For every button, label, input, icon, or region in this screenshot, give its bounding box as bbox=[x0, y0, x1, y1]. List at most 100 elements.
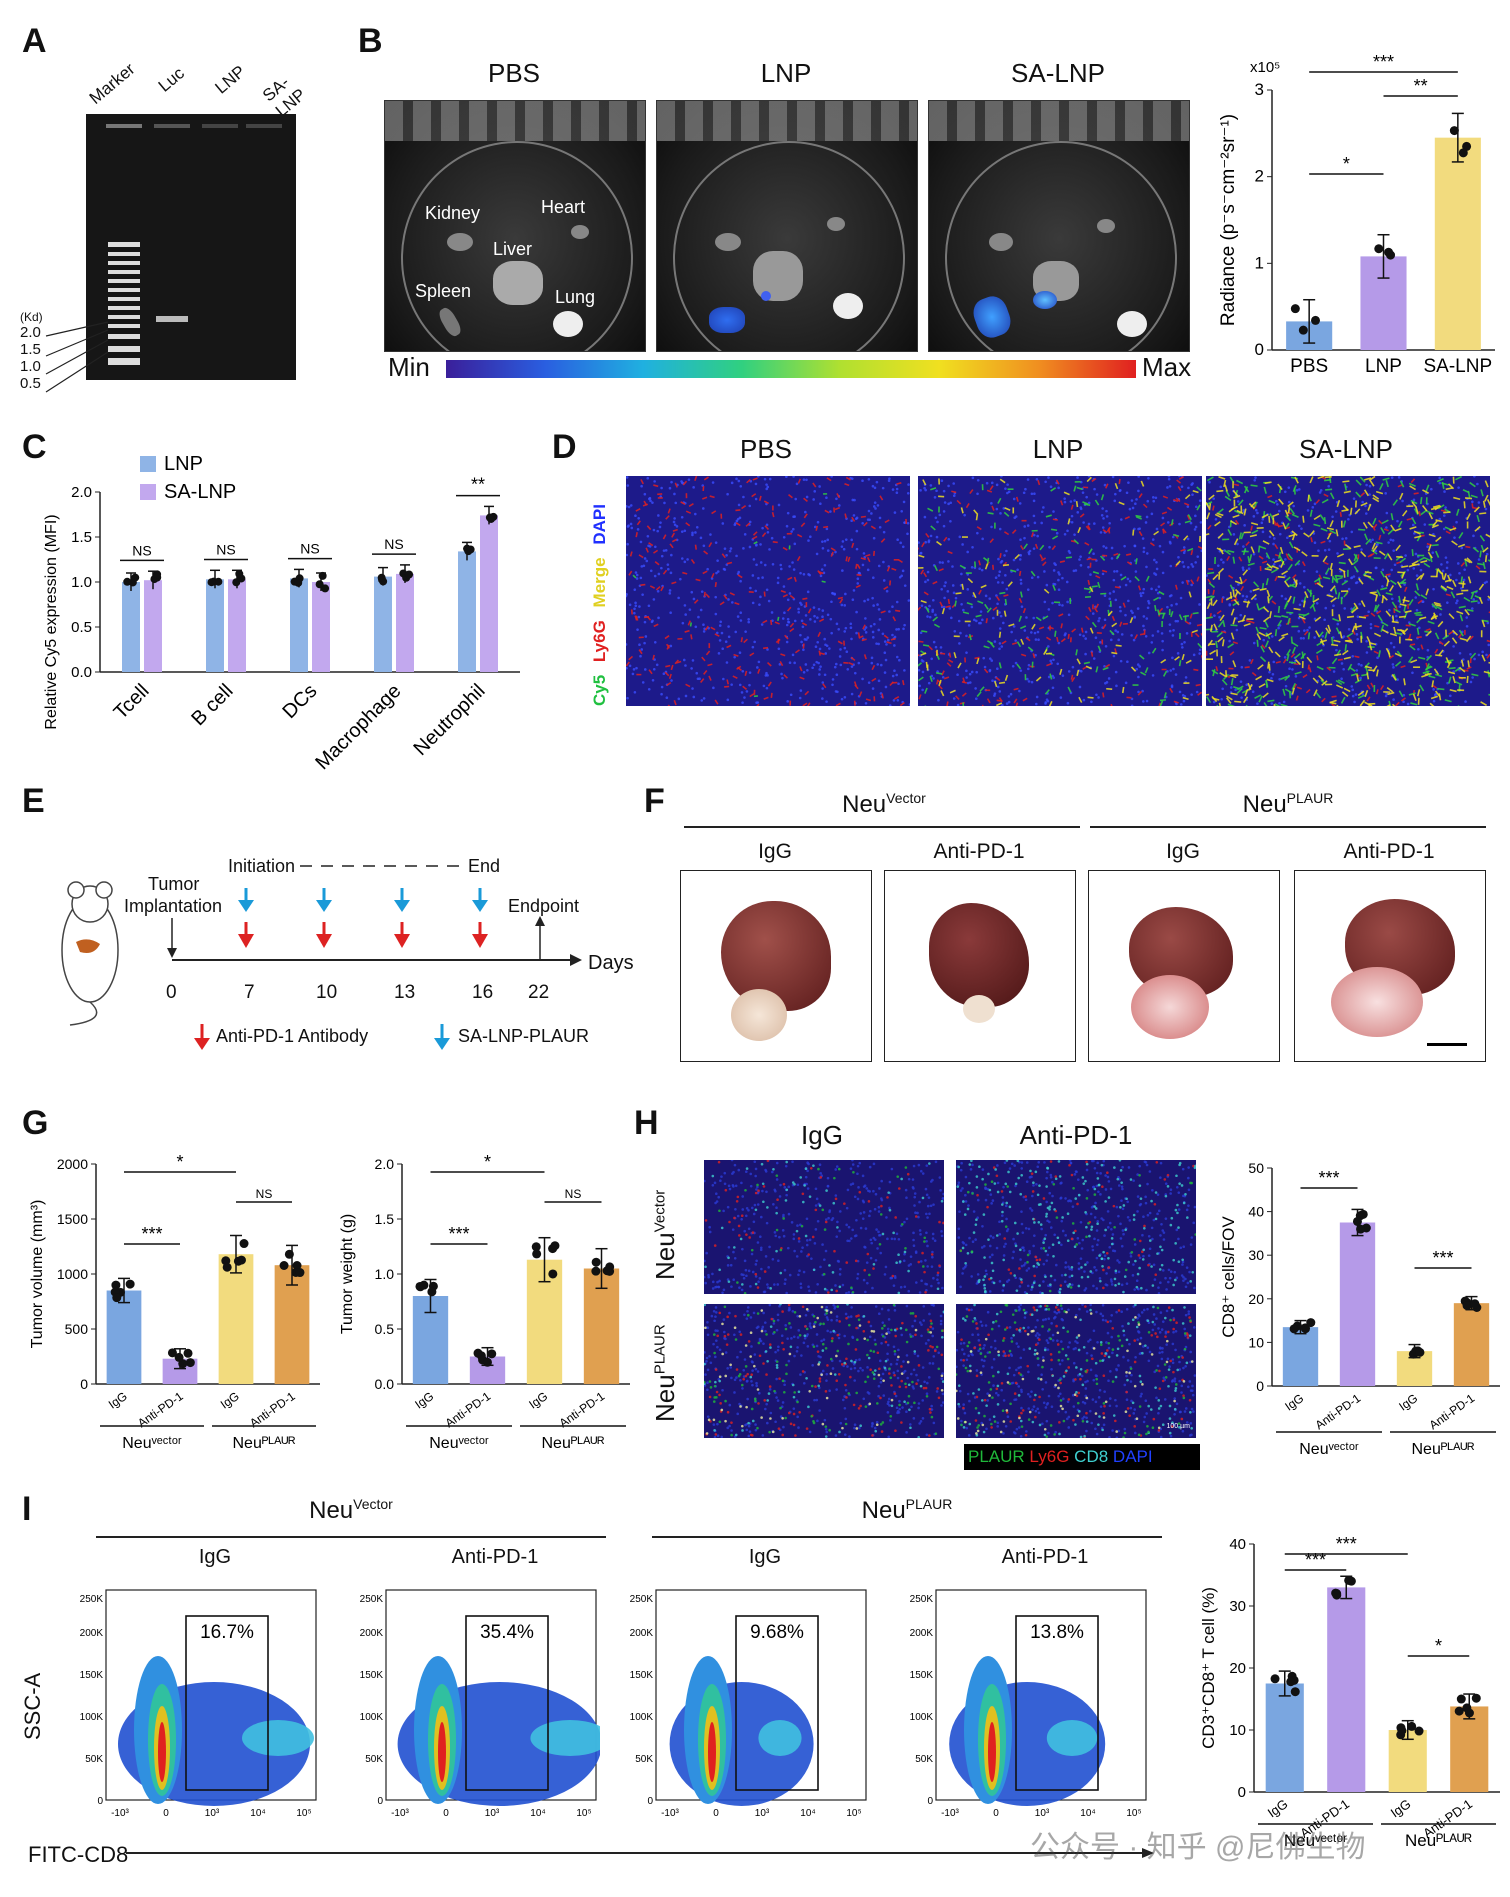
fluor-signal bbox=[920, 569, 925, 575]
fluor-signal bbox=[1150, 1199, 1153, 1203]
fluor-signal bbox=[1092, 657, 1096, 660]
d-channel-ly6g: Ly6G bbox=[590, 620, 609, 663]
fluor-signal bbox=[711, 1280, 715, 1284]
fluor-signal bbox=[1187, 1166, 1190, 1169]
fluor-signal bbox=[928, 604, 931, 608]
fluor-signal bbox=[818, 485, 821, 488]
fluor-signal bbox=[731, 1172, 734, 1175]
fluor-signal bbox=[1074, 1197, 1078, 1200]
fluor-signal bbox=[882, 530, 886, 534]
f-group1-title: NeuVector bbox=[842, 790, 926, 818]
fluor-signal bbox=[751, 601, 755, 605]
fluor-signal bbox=[736, 1281, 739, 1284]
fluor-signal bbox=[1337, 592, 1341, 600]
fluor-signal bbox=[1353, 602, 1359, 610]
fluor-signal bbox=[978, 560, 981, 566]
fluor-signal bbox=[1099, 1172, 1102, 1175]
fluor-signal bbox=[786, 606, 792, 612]
fluor-signal bbox=[894, 1276, 897, 1280]
fluor-signal bbox=[1471, 500, 1474, 504]
fluor-signal bbox=[802, 670, 806, 674]
fluor-signal bbox=[1370, 549, 1378, 555]
fluor-signal bbox=[876, 1247, 879, 1250]
fluor-signal bbox=[1060, 638, 1066, 643]
fluor-signal bbox=[658, 525, 662, 529]
fluor-signal bbox=[977, 621, 981, 625]
fluor-signal bbox=[797, 1273, 800, 1277]
fluor-signal bbox=[1177, 1226, 1180, 1229]
fluor-signal bbox=[723, 1330, 726, 1334]
fluor-signal bbox=[1166, 1185, 1170, 1188]
fluor-signal bbox=[754, 1428, 758, 1432]
fluor-signal bbox=[1359, 476, 1366, 483]
fluor-signal bbox=[855, 1218, 858, 1222]
fluor-signal bbox=[766, 485, 770, 489]
fluor-signal bbox=[1271, 565, 1279, 570]
fluor-signal bbox=[924, 488, 927, 492]
fluor-signal bbox=[654, 545, 657, 549]
fluor-signal bbox=[715, 571, 718, 575]
fluor-signal bbox=[966, 601, 973, 606]
fluor-signal bbox=[964, 1243, 968, 1247]
fluor-signal bbox=[948, 659, 954, 663]
fluor-signal bbox=[928, 1212, 931, 1216]
fluor-signal bbox=[1097, 645, 1102, 652]
e-implantation: Implantation bbox=[124, 896, 223, 916]
fluor-signal bbox=[1452, 676, 1456, 684]
fluor-signal bbox=[1455, 476, 1463, 481]
fluor-signal bbox=[852, 514, 856, 517]
fluor-signal bbox=[863, 1245, 866, 1249]
fluor-signal bbox=[1138, 665, 1141, 668]
fluor-signal bbox=[823, 563, 827, 567]
fluor-signal bbox=[1268, 535, 1272, 539]
fluor-signal bbox=[1032, 547, 1036, 550]
fluor-signal bbox=[1061, 1229, 1065, 1233]
fluor-signal bbox=[901, 569, 905, 573]
fluor-signal bbox=[912, 1187, 915, 1190]
fluor-signal bbox=[672, 528, 678, 532]
fluor-signal bbox=[980, 584, 987, 589]
fluor-signal bbox=[807, 573, 810, 576]
fluor-signal bbox=[964, 1193, 967, 1197]
fluor-signal bbox=[861, 1368, 864, 1372]
fluor-signal bbox=[1459, 637, 1467, 641]
fluor-signal bbox=[942, 489, 946, 493]
fluor-signal bbox=[1057, 571, 1060, 574]
fluor-signal bbox=[1355, 633, 1359, 636]
fluor-signal bbox=[707, 1275, 710, 1279]
fluor-signal bbox=[1315, 649, 1323, 655]
fluor-signal bbox=[741, 1283, 744, 1286]
fluor-signal bbox=[1271, 600, 1277, 605]
fluor-signal bbox=[916, 1211, 919, 1215]
fluor-signal bbox=[1072, 1231, 1075, 1235]
data-point bbox=[482, 1357, 492, 1367]
fluor-signal bbox=[1242, 578, 1248, 584]
fluor-signal bbox=[1114, 492, 1117, 496]
fluor-signal bbox=[889, 1276, 892, 1280]
fluor-signal bbox=[1105, 515, 1109, 518]
fluor-signal bbox=[926, 578, 930, 582]
fluor-signal bbox=[1102, 1250, 1105, 1254]
fluor-signal bbox=[1218, 476, 1226, 480]
fluor-signal bbox=[930, 1253, 934, 1256]
fluor-signal bbox=[1236, 479, 1244, 485]
fluor-signal bbox=[717, 1160, 721, 1164]
fluor-signal bbox=[961, 692, 967, 697]
fluor-signal bbox=[1431, 615, 1439, 620]
fluor-signal bbox=[886, 1237, 889, 1241]
fluor-signal bbox=[736, 615, 740, 618]
fluor-signal bbox=[1084, 1263, 1087, 1266]
fluor-signal bbox=[980, 1246, 984, 1249]
fluor-signal bbox=[1419, 572, 1425, 580]
fluor-signal bbox=[1380, 624, 1385, 632]
fluor-signal bbox=[1243, 524, 1246, 527]
fluor-signal bbox=[991, 1269, 995, 1273]
fluor-signal bbox=[752, 535, 758, 540]
fluor-signal bbox=[923, 1270, 926, 1274]
fluor-signal bbox=[1469, 652, 1472, 656]
fluor-signal bbox=[1137, 585, 1142, 591]
fluor-signal bbox=[1049, 659, 1053, 663]
fluor-signal bbox=[870, 512, 873, 515]
fluor-signal bbox=[817, 631, 822, 638]
fluor-signal bbox=[856, 573, 862, 577]
